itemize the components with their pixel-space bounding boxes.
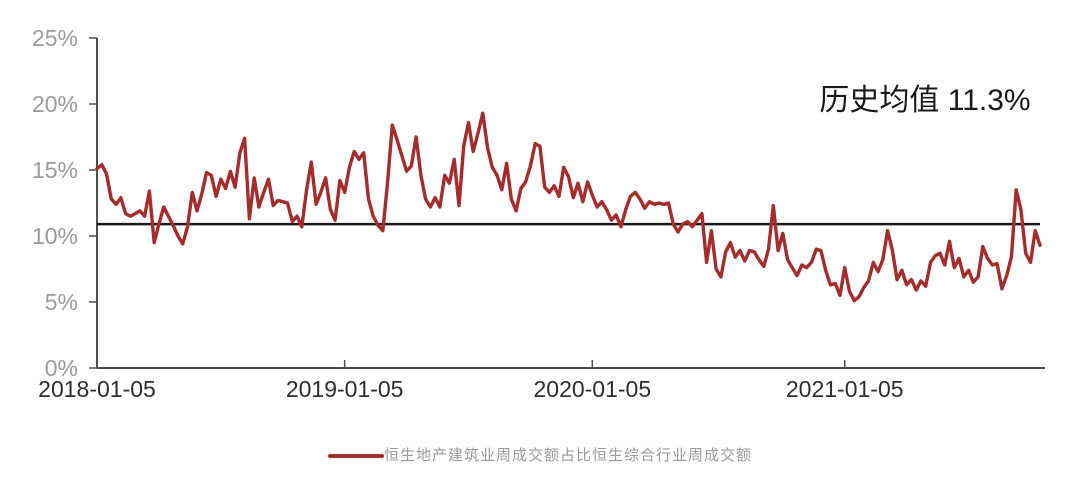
legend-line-swatch (327, 453, 384, 458)
chart-canvas: 25% 20% 15% 10% 5% 0% 2018-01-05 2019-01-05 202… (32, 25, 1045, 402)
y-tick-label: 15% (32, 157, 78, 183)
x-tick-label: 2019-01-05 (286, 376, 404, 402)
y-tick-label: 20% (32, 91, 78, 117)
series-line (95, 111, 1042, 303)
legend: 恒生地产建筑业周成交额占比恒生综合行业周成交额 (0, 448, 1080, 463)
y-tick-label: 10% (32, 223, 78, 249)
legend-label: 恒生地产建筑业周成交额占比恒生综合行业周成交额 (383, 447, 752, 464)
mean-annotation: 历史均值 11.3% (819, 84, 1030, 117)
x-tick-label: 2020-01-05 (533, 376, 651, 402)
x-axis-labels: 2018-01-05 2019-01-05 2020-01-05 2021-01-05 (38, 376, 903, 402)
y-tick-label: 25% (32, 25, 78, 51)
y-tick-label: 5% (45, 289, 78, 315)
x-tick-label: 2018-01-05 (38, 376, 156, 402)
x-tick-label: 2021-01-05 (786, 376, 904, 402)
y-tick-label: 0% (45, 355, 78, 381)
y-axis-ticks (89, 37, 97, 369)
y-axis-labels: 25% 20% 15% 10% 5% 0% (32, 25, 78, 381)
x-axis-ticks (343, 360, 846, 368)
